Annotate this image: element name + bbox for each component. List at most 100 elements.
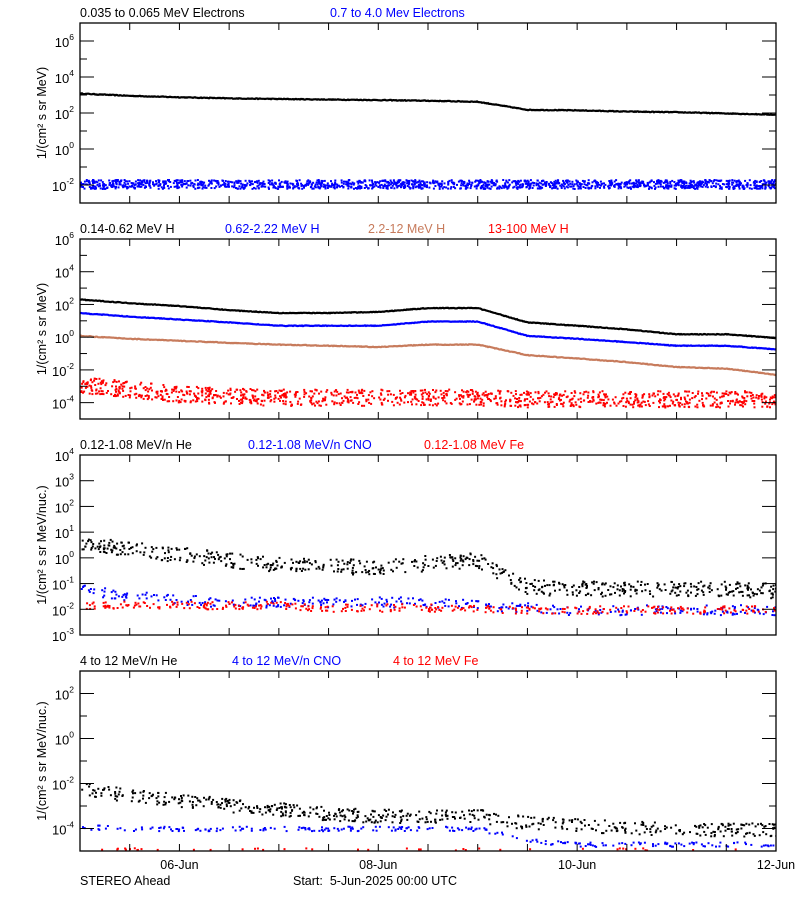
data-point: [271, 183, 274, 186]
data-point: [565, 589, 568, 592]
data-point: [623, 181, 626, 184]
data-point: [398, 810, 401, 813]
data-point: [689, 185, 692, 188]
data-point: [594, 187, 597, 190]
data-point: [415, 185, 418, 188]
data-point: [364, 184, 367, 186]
data-point: [175, 547, 178, 550]
data-point: [518, 180, 521, 183]
data-point: [228, 602, 231, 605]
data-point: [124, 847, 127, 850]
data-point: [127, 553, 130, 556]
series-0-7-to-4-0-mev-electrons: [80, 179, 776, 190]
data-point: [688, 842, 691, 845]
data-point: [95, 378, 98, 380]
data-point: [683, 831, 686, 834]
data-point: [322, 185, 325, 188]
data-point: [283, 394, 286, 397]
data-point: [208, 561, 211, 564]
data-point: [554, 182, 557, 185]
data-point: [533, 816, 536, 819]
data-point: [635, 179, 638, 182]
data-point: [444, 598, 447, 601]
data-point: [652, 401, 655, 404]
data-point: [472, 610, 475, 613]
data-point: [368, 608, 371, 611]
data-point: [570, 392, 573, 394]
data-point: [504, 183, 507, 186]
data-point: [761, 401, 764, 404]
data-point: [749, 184, 752, 187]
data-point: [211, 608, 214, 611]
data-point: [114, 388, 117, 391]
data-point: [723, 612, 726, 615]
data-point: [279, 399, 281, 402]
data-point: [263, 564, 266, 566]
data-point: [363, 606, 366, 609]
data-point: [551, 184, 554, 187]
data-point: [87, 538, 90, 541]
data-point: [121, 184, 124, 187]
data-point: [116, 393, 119, 396]
data-point: [593, 580, 595, 583]
data-point: [451, 565, 454, 568]
data-point: [679, 605, 682, 608]
data-point: [387, 561, 390, 564]
data-point: [479, 400, 482, 403]
data-point: [138, 597, 141, 600]
data-point: [273, 803, 276, 806]
data-point: [521, 827, 524, 830]
data-point: [732, 181, 735, 184]
data-point: [321, 819, 324, 822]
data-point: [360, 609, 363, 612]
data-point: [362, 826, 365, 829]
data-point: [624, 829, 626, 832]
data-point: [115, 547, 118, 550]
data-point: [244, 185, 247, 188]
series-0-14-0-62-mev-h: [80, 298, 776, 340]
data-point: [466, 182, 469, 185]
data-point: [748, 391, 751, 394]
data-point: [393, 180, 396, 183]
data-point: [250, 810, 253, 813]
data-point: [729, 402, 731, 405]
data-point: [773, 607, 775, 610]
legend-entry: 0.7 to 4.0 Mev Electrons: [330, 6, 465, 20]
data-point: [161, 187, 164, 190]
data-point: [735, 583, 738, 586]
data-point: [658, 608, 661, 611]
data-point: [276, 605, 279, 608]
data-point: [654, 186, 657, 189]
data-point: [642, 400, 645, 403]
data-point: [167, 551, 170, 554]
data-point: [587, 187, 590, 190]
data-point: [733, 185, 736, 188]
series-line: [80, 92, 776, 117]
data-point: [140, 826, 143, 829]
data-point: [91, 545, 94, 548]
y-tick-label: 103: [55, 472, 74, 490]
data-point: [299, 567, 302, 570]
data-point: [643, 184, 645, 186]
data-point: [178, 181, 180, 184]
data-point: [430, 820, 432, 823]
data-point: [723, 605, 726, 608]
data-point: [98, 546, 101, 549]
data-point: [333, 814, 335, 817]
data-point: [549, 592, 552, 595]
data-point: [339, 392, 342, 395]
data-point: [761, 187, 764, 190]
data-point: [460, 184, 463, 187]
data-point: [82, 826, 84, 829]
data-point: [445, 402, 448, 405]
data-point: [568, 819, 571, 822]
data-point: [91, 180, 94, 183]
data-point: [134, 180, 137, 183]
data-point: [307, 558, 310, 561]
data-point: [193, 394, 196, 397]
data-point: [317, 186, 320, 188]
data-point: [534, 585, 537, 588]
data-point: [580, 612, 583, 615]
data-point: [752, 594, 755, 597]
data-point: [344, 606, 347, 609]
